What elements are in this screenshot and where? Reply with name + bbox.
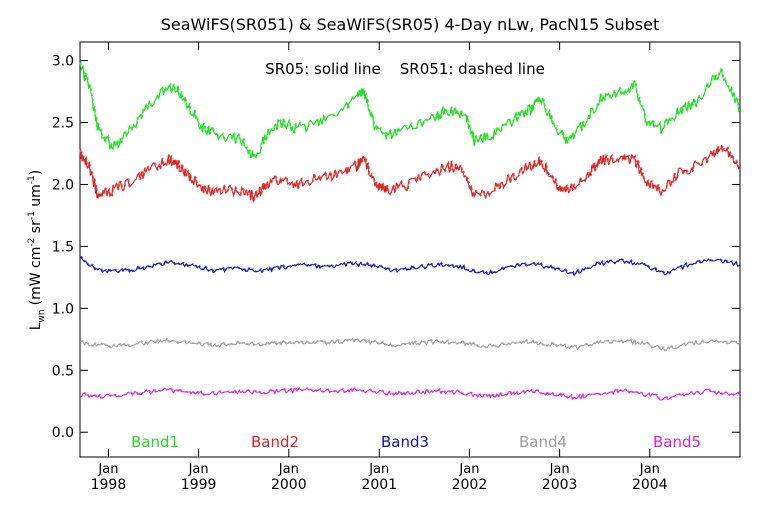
x-tick-month-label: Jan (639, 462, 660, 477)
series-dashed-line-band4 (80, 336, 742, 351)
x-tick-year-label: 2000 (271, 477, 307, 493)
series-dashed-line-band3 (80, 255, 742, 277)
legend-label-band5: Band5 (653, 433, 701, 451)
x-tick-month-label: Jan (368, 462, 389, 477)
y-tick-label: 2.0 (52, 177, 74, 193)
chart-title: SeaWiFS(SR051) & SeaWiFS(SR05) 4-Day nLw… (161, 15, 660, 34)
legend-label-band4: Band4 (519, 433, 567, 451)
series-dashed-line-band2 (80, 144, 742, 203)
series-dashed-line-band1 (80, 62, 742, 159)
x-tick-month-label: Jan (97, 462, 118, 477)
y-tick-label: 0.5 (52, 363, 74, 379)
x-tick-year-label: 2004 (632, 477, 668, 493)
line-style-annotation: SR05: solid line SR051: dashed line (265, 60, 545, 78)
series-dashed-line-band5 (80, 386, 742, 400)
y-tick-label: 3.0 (52, 54, 74, 70)
y-tick-label: 1.5 (52, 239, 74, 255)
series-line-band1 (79, 62, 741, 160)
x-tick-year-label: 1999 (181, 477, 217, 493)
x-tick-month-label: Jan (458, 462, 479, 477)
y-axis: 0.0 0.5 1.0 1.5 2.0 2.5 3.0 (52, 54, 740, 441)
y-tick-label: 1.0 (52, 301, 74, 317)
legend-label-band3: Band3 (381, 433, 429, 451)
legend: Band1 Band2 Band3 Band4 Band5 (131, 433, 701, 451)
y-tick-label: 0.0 (52, 425, 74, 441)
series-lines (79, 62, 742, 401)
legend-label-band2: Band2 (251, 433, 299, 451)
series-line-band5 (79, 387, 741, 401)
x-axis: Jan1998Jan1999Jan2000Jan2001Jan2002Jan20… (91, 42, 668, 493)
x-tick-year-label: 2001 (361, 477, 397, 493)
x-tick-year-label: 2003 (542, 477, 578, 493)
y-tick-label: 2.5 (52, 116, 74, 132)
x-tick-month-label: Jan (549, 462, 570, 477)
legend-label-band1: Band1 (131, 433, 179, 451)
x-tick-year-label: 2002 (452, 477, 488, 493)
y-axis-label: Lwn(mW cm-2 sr-1 um-1) (27, 170, 47, 331)
x-tick-year-label: 1998 (91, 477, 127, 493)
x-tick-month-label: Jan (188, 462, 209, 477)
x-tick-month-label: Jan (278, 462, 299, 477)
plot-frame (79, 41, 741, 458)
